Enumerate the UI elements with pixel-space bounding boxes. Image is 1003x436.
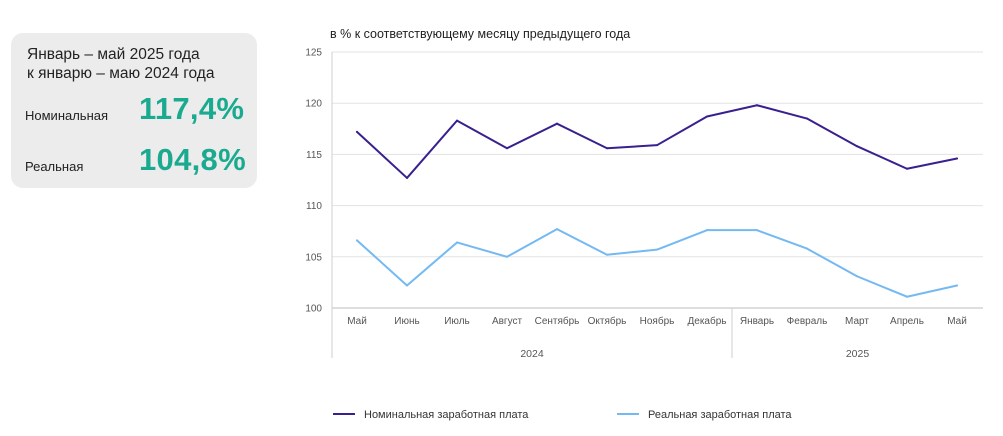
x-tick-label: Август xyxy=(492,316,523,327)
year-label: 2024 xyxy=(520,348,544,360)
data-point xyxy=(856,275,858,278)
nominal-value: 117,4% xyxy=(139,91,245,126)
series-layer xyxy=(356,104,958,298)
data-point xyxy=(706,115,708,118)
axis-layer: 100 105 110 115 120 125 Май Июнь Июль Август Сентя… xyxy=(305,48,966,361)
y-tick-label: 115 xyxy=(306,150,322,161)
y-tick-label: 105 xyxy=(305,252,322,263)
data-point xyxy=(706,229,708,232)
data-point xyxy=(756,229,758,232)
series-line-1 xyxy=(356,228,958,298)
data-point xyxy=(806,117,808,120)
data-point xyxy=(556,228,558,231)
data-point xyxy=(806,247,808,250)
x-tick-label: Март xyxy=(845,316,869,327)
data-point xyxy=(606,147,608,150)
data-point xyxy=(656,144,658,147)
nominal-label: Номинальная xyxy=(25,108,109,123)
x-tick-label: Апрель xyxy=(890,316,924,327)
x-tick-label: Июль xyxy=(444,316,470,327)
x-tick-label: Январь xyxy=(740,316,774,327)
real-label: Реальная xyxy=(25,159,84,174)
x-tick-label: Сентябрь xyxy=(535,315,580,327)
data-point xyxy=(606,253,608,256)
y-tick-label: 100 xyxy=(305,304,322,315)
data-point xyxy=(906,295,908,298)
summary-title: Январь – май 2025 года к январю – маю 20… xyxy=(27,45,214,83)
y-tick-label: 125 xyxy=(305,48,322,59)
y-tick-label: 120 xyxy=(305,99,322,110)
data-point xyxy=(456,241,458,244)
x-tick-label: Декабрь xyxy=(688,315,727,327)
data-point xyxy=(356,130,358,133)
x-tick-label: Ноябрь xyxy=(640,315,675,327)
grid-layer xyxy=(332,51,983,309)
y-tick-label: 110 xyxy=(306,201,322,212)
legend-layer: Номинальная заработная плата Реальная зар… xyxy=(333,409,792,421)
real-value: 104,8% xyxy=(139,142,246,177)
x-tick-label: Май xyxy=(347,316,367,327)
summary-title-line2: к январю – маю 2024 года xyxy=(27,65,215,82)
data-point xyxy=(556,122,558,125)
data-point xyxy=(856,145,858,148)
legend-label-1: Реальная заработная плата xyxy=(648,409,792,421)
legend-label-0: Номинальная заработная плата xyxy=(364,409,529,421)
data-point xyxy=(406,176,408,179)
data-point xyxy=(506,147,508,150)
data-point xyxy=(756,104,758,107)
data-point xyxy=(406,284,408,287)
data-point xyxy=(506,255,508,258)
x-tick-label: Февраль xyxy=(787,316,828,327)
series-line-0 xyxy=(356,104,958,179)
summary-card: Январь – май 2025 года к январю – маю 20… xyxy=(11,33,257,188)
chart-title: в % к соответствующему месяцу предыдущег… xyxy=(330,27,631,41)
x-tick-label: Май xyxy=(947,316,967,327)
summary-title-line1: Январь – май 2025 года xyxy=(27,46,200,63)
data-point xyxy=(956,284,958,287)
year-label: 2025 xyxy=(846,348,870,360)
data-point xyxy=(656,248,658,251)
data-point xyxy=(356,239,358,242)
data-point xyxy=(456,119,458,122)
data-point xyxy=(956,157,958,160)
x-tick-label: Октябрь xyxy=(588,315,627,327)
x-tick-label: Июнь xyxy=(394,316,419,327)
data-point xyxy=(906,167,908,170)
